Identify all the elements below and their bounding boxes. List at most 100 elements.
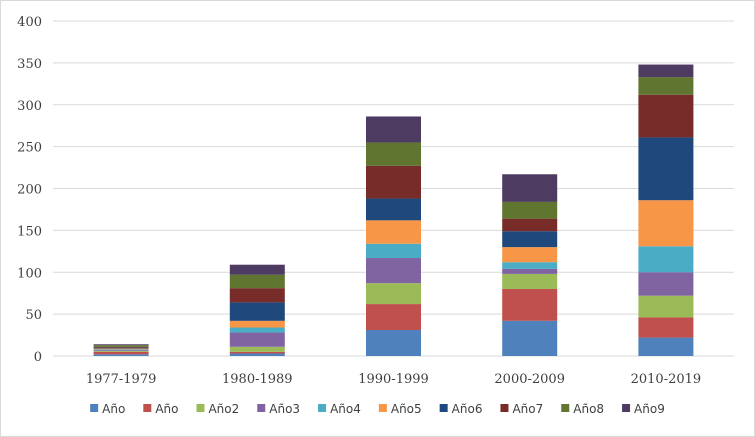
bars	[93, 64, 694, 356]
legend-swatch	[318, 404, 327, 412]
bar-segment	[229, 327, 285, 333]
y-tick-label: 350	[17, 57, 42, 72]
bar-segment	[366, 283, 421, 305]
bar-segment	[502, 273, 558, 289]
bar-segment	[229, 302, 285, 321]
bar-segment	[229, 351, 285, 354]
legend-item: Año8	[561, 402, 604, 416]
bar-segment	[229, 274, 285, 289]
bar-segment	[366, 165, 421, 199]
y-tick-label: 250	[17, 141, 42, 156]
bar-segment	[229, 353, 285, 356]
x-tick-label: 2010-2019	[631, 372, 702, 387]
legend-swatch	[257, 404, 266, 412]
bar-segment	[366, 330, 421, 356]
legend-label: Año6	[452, 402, 483, 416]
legend-item: Año6	[439, 402, 483, 416]
bar-segment	[366, 220, 421, 244]
y-tick-label: 50	[25, 308, 42, 323]
bar-segment	[93, 350, 149, 351]
bar-segment	[93, 344, 149, 346]
bar-segment	[638, 337, 694, 356]
bar-segment	[93, 350, 149, 352]
legend-swatch	[143, 404, 152, 412]
x-tick-label: 1977-1979	[86, 372, 157, 387]
y-axis-tick-labels: 0 50 100 150 200 250 300 350 400	[17, 15, 42, 365]
legend-item: Año	[143, 402, 178, 416]
bar-segment	[638, 64, 694, 78]
legend-label: Año2	[208, 402, 239, 416]
y-tick-label: 400	[17, 15, 42, 30]
bar-segment	[366, 243, 421, 259]
legend-item: Año9	[622, 402, 665, 416]
y-tick-label: 100	[17, 266, 42, 281]
bar-segment	[502, 320, 558, 356]
legend-label: Año4	[330, 402, 361, 416]
legend-label: Año9	[634, 402, 665, 416]
legend-swatch	[561, 404, 570, 412]
legend-label: Año5	[391, 402, 422, 416]
bar-segment	[93, 354, 149, 356]
legend-item: Año	[90, 402, 125, 416]
bar-segment	[93, 345, 149, 347]
bar-segment	[502, 201, 558, 219]
legend-item: Año3	[257, 402, 300, 416]
bar-segment	[93, 346, 149, 348]
bar-segment	[638, 246, 694, 273]
bar-segment	[502, 262, 558, 269]
legend-swatch	[439, 404, 448, 412]
bar-segment	[502, 247, 558, 263]
bar-segment	[229, 346, 285, 352]
bar-segment	[638, 137, 694, 201]
bar-segment	[502, 268, 558, 274]
legend-item: Año4	[318, 402, 361, 416]
legend-item: Año5	[378, 402, 422, 416]
legend: Año Año Año2 Año3 Año4 Año5 Año6 Año7 Año8 Año9	[90, 402, 665, 416]
legend-label: Año	[102, 402, 125, 416]
bar-segment	[93, 347, 149, 349]
x-tick-label: 1980-1989	[222, 372, 293, 387]
legend-swatch	[500, 404, 509, 412]
bar-segment	[502, 289, 558, 321]
legend-item: Año7	[500, 402, 543, 416]
legend-label: Año3	[269, 402, 300, 416]
bar-segment	[638, 272, 694, 296]
bar-segment	[93, 351, 149, 355]
legend-swatch	[90, 404, 99, 412]
bar-segment	[502, 218, 558, 232]
bar-segment	[366, 258, 421, 284]
x-tick-label: 2000-2009	[494, 372, 565, 387]
bar-segment	[229, 332, 285, 347]
bar-segment	[638, 94, 694, 138]
bar-segment	[229, 288, 285, 303]
bar-segment	[638, 200, 694, 247]
x-tick-label: 1990-1999	[358, 372, 429, 387]
bar-segment	[638, 77, 694, 95]
bar-segment	[229, 320, 285, 328]
bar-segment	[502, 174, 558, 202]
legend-swatch	[622, 404, 631, 412]
legend-label: Año8	[573, 402, 604, 416]
y-tick-label: 0	[34, 350, 42, 365]
y-tick-label: 150	[17, 224, 42, 239]
y-tick-label: 200	[17, 183, 42, 198]
bar-segment	[638, 295, 694, 318]
bar-segment	[93, 349, 149, 351]
legend-label: Año7	[512, 402, 543, 416]
bar-segment	[502, 231, 558, 248]
legend-label: Año	[155, 402, 178, 416]
y-tick-label: 300	[17, 99, 42, 114]
bar-segment	[366, 198, 421, 221]
bar-segment	[638, 317, 694, 338]
bar-segment	[229, 264, 285, 275]
bar-segment	[366, 142, 421, 166]
legend-item: Año2	[196, 402, 239, 416]
bar-segment	[93, 348, 149, 350]
bar-segment	[366, 304, 421, 331]
legend-swatch	[196, 404, 205, 412]
x-axis-tick-labels: 1977-1979 1980-1989 1990-1999 2000-2009 2010…	[86, 372, 701, 387]
legend-swatch	[378, 404, 387, 412]
bar-segment	[366, 116, 421, 143]
